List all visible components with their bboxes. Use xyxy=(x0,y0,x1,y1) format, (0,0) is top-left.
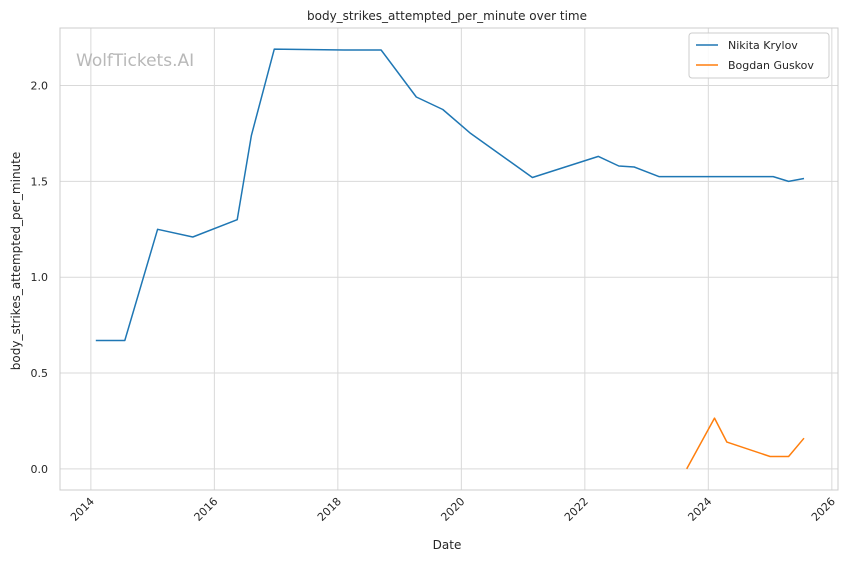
legend-label-nikita-krylov: Nikita Krylov xyxy=(728,39,798,52)
grid-lines xyxy=(60,28,838,490)
chart-title: body_strikes_attempted_per_minute over t… xyxy=(307,9,587,23)
series-line-bogdan-guskov xyxy=(686,417,805,470)
legend-label-bogdan-guskov: Bogdan Guskov xyxy=(728,59,814,72)
series-line-nikita-krylov xyxy=(95,48,805,342)
legend-box xyxy=(688,32,830,79)
plot-area-frame xyxy=(59,27,839,491)
y-tick-label: 2.0 xyxy=(31,80,49,93)
legend: Nikita Krylov Bogdan Guskov xyxy=(688,32,830,79)
y-axis-label: body_strikes_attempted_per_minute xyxy=(9,152,23,370)
y-axis-ticks: 0.0 0.5 1.0 1.5 2.0 xyxy=(31,80,49,476)
y-tick-label: 0.5 xyxy=(31,367,49,380)
x-axis-label: Date xyxy=(433,538,462,552)
y-tick-label: 1.0 xyxy=(31,271,49,284)
watermark-text: WolfTickets.AI xyxy=(76,51,194,71)
y-tick-label: 1.5 xyxy=(31,175,49,188)
y-tick-label: 0.0 xyxy=(31,463,49,476)
series-layer xyxy=(95,48,805,470)
